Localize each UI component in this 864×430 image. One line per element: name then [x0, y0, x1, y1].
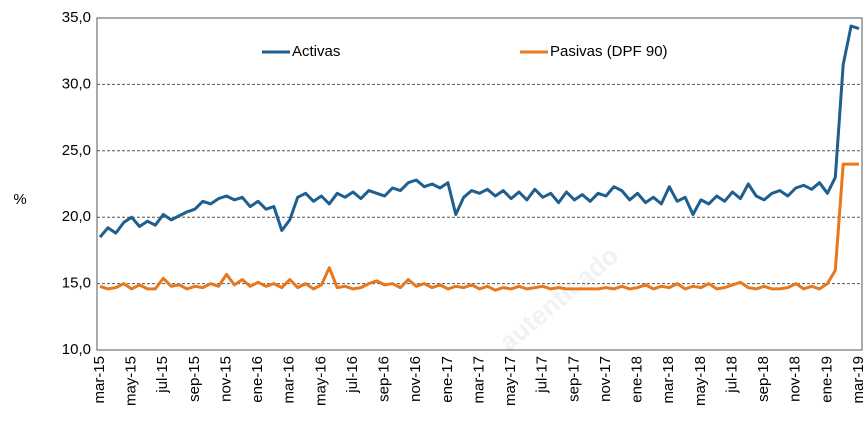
x-tick-label: jul-15: [154, 356, 171, 394]
x-tick-label: nov-15: [217, 356, 234, 402]
x-tick-label: mar-16: [281, 356, 298, 404]
x-tick-label: mar-19: [850, 356, 864, 404]
y-tick-label: 35,0: [62, 9, 91, 26]
x-tick-label: mar-17: [470, 356, 487, 404]
x-tick-label: ene-19: [818, 356, 835, 403]
x-tick-label: nov-17: [597, 356, 614, 402]
y-tick-label: 15,0: [62, 275, 91, 292]
y-tick-label: 10,0: [62, 341, 91, 358]
y-tick-label: 25,0: [62, 142, 91, 159]
x-tick-label: ene-17: [439, 356, 456, 403]
y-tick-label: 30,0: [62, 75, 91, 92]
y-tick-label: 20,0: [62, 208, 91, 225]
plot-border: [96, 17, 863, 351]
series-line: [99, 162, 859, 292]
x-tick-label: may-18: [692, 356, 709, 406]
x-tick-label: may-16: [312, 356, 329, 406]
x-tick-label: jul-18: [723, 356, 740, 394]
x-tick-label: mar-18: [660, 356, 677, 404]
x-tick-label: sep-15: [186, 356, 203, 402]
x-tick-label: jul-17: [534, 356, 551, 394]
series-line: [98, 24, 860, 239]
x-tick-label: sep-16: [376, 356, 393, 402]
watermark: autenticado: [493, 240, 624, 357]
x-tick-label: nov-16: [407, 356, 424, 402]
y-axis-label: %: [13, 191, 26, 208]
x-tick-label: ene-18: [629, 356, 646, 403]
x-tick-label: ene-16: [249, 356, 266, 403]
x-tick-label: mar-15: [91, 356, 108, 404]
x-tick-label: sep-17: [565, 356, 582, 402]
legend-label: Pasivas (DPF 90): [550, 43, 668, 60]
legend-label: Activas: [292, 43, 340, 60]
x-tick-label: nov-18: [787, 356, 804, 402]
x-tick-label: may-17: [502, 356, 519, 406]
x-tick-label: may-15: [123, 356, 140, 406]
x-tick-label: sep-18: [755, 356, 772, 402]
x-tick-label: jul-16: [344, 356, 361, 394]
